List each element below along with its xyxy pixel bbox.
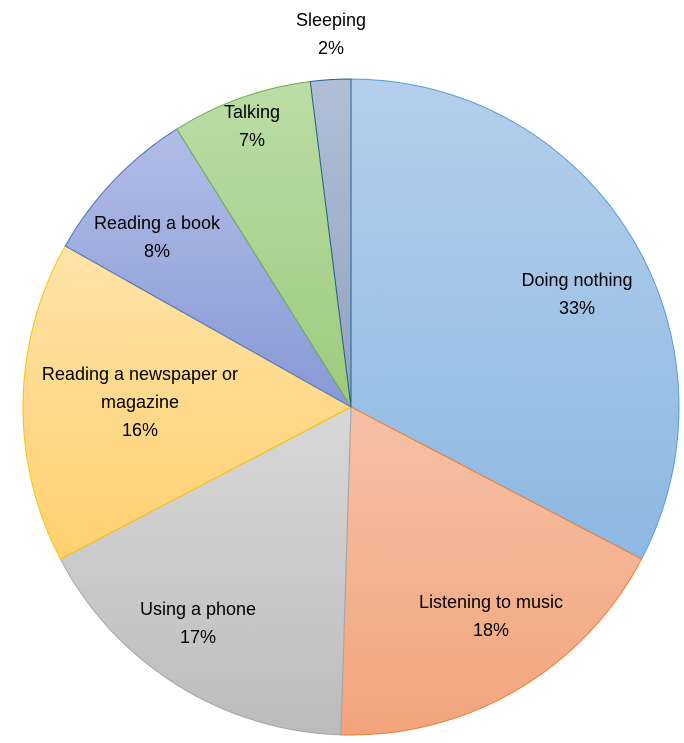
- slice-value-label: 8%: [144, 241, 170, 261]
- slice-value-label: 33%: [559, 298, 595, 318]
- slice-value-label: 2%: [318, 38, 344, 58]
- slice-category-label: magazine: [101, 392, 179, 412]
- slice-value-label: 7%: [239, 130, 265, 150]
- pie-labels: Doing nothing 33% Listening to music 18% Usi…: [42, 10, 633, 647]
- pie-slices: [22, 78, 680, 736]
- slice-talking: [176, 81, 352, 408]
- slice-listening-to-music: [340, 406, 643, 736]
- slice-category-label: Talking: [224, 102, 280, 122]
- slice-category-label: Doing nothing: [521, 270, 632, 290]
- slice-sleeping: [309, 78, 352, 408]
- slice-category-label: Reading a newspaper or: [42, 364, 238, 384]
- slice-using-a-phone: [59, 406, 352, 736]
- slice-value-label: 16%: [122, 420, 158, 440]
- slice-doing-nothing: [350, 78, 680, 560]
- slice-category-label: Using a phone: [140, 599, 256, 619]
- slice-reading-a-book: [64, 128, 352, 408]
- slice-category-label: Sleeping: [296, 10, 366, 30]
- slice-value-label: 17%: [180, 627, 216, 647]
- slice-value-label: 18%: [473, 620, 509, 640]
- slice-reading-a-newspaper-or-magazine: [22, 245, 352, 560]
- slice-category-label: Listening to music: [419, 592, 563, 612]
- slice-category-label: Reading a book: [94, 213, 221, 233]
